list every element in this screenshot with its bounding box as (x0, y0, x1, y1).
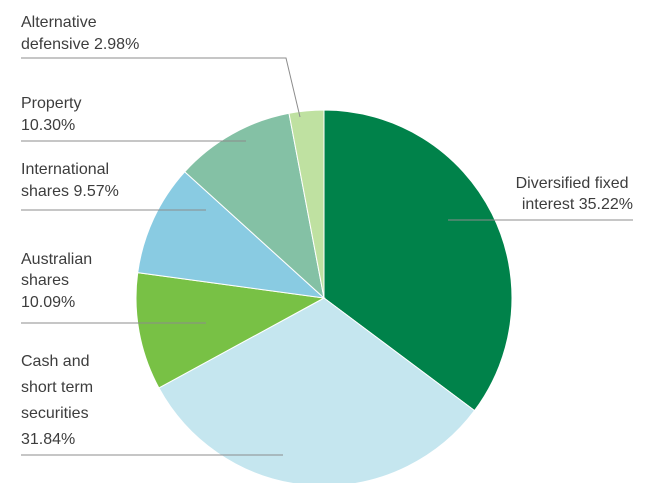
label-australian-shares: Australian shares 10.09% (21, 251, 97, 311)
slice-international-shares (137, 171, 326, 299)
label-alternative-defensive: Alternative defensive 2.98% (21, 14, 139, 53)
leader-alternative-defensive (21, 57, 301, 118)
slice-australian-shares (135, 272, 326, 389)
pie-slices (135, 109, 513, 483)
label-international-shares: International shares 9.57% (21, 161, 119, 200)
slice-cash-and-short-term-securities (158, 297, 476, 483)
slice-alternative-defensive (288, 109, 325, 299)
label-property: Property 10.30% (21, 95, 86, 134)
label-diversified-fixed-interest: Diversified fixed interest 35.22% (516, 175, 633, 213)
slice-property (184, 112, 325, 300)
label-cash-and-short-term-securities: Cash and short term securities 31.84% (21, 353, 97, 448)
slice-diversified-fixed-interest (323, 109, 513, 412)
leader-lines (21, 57, 633, 456)
